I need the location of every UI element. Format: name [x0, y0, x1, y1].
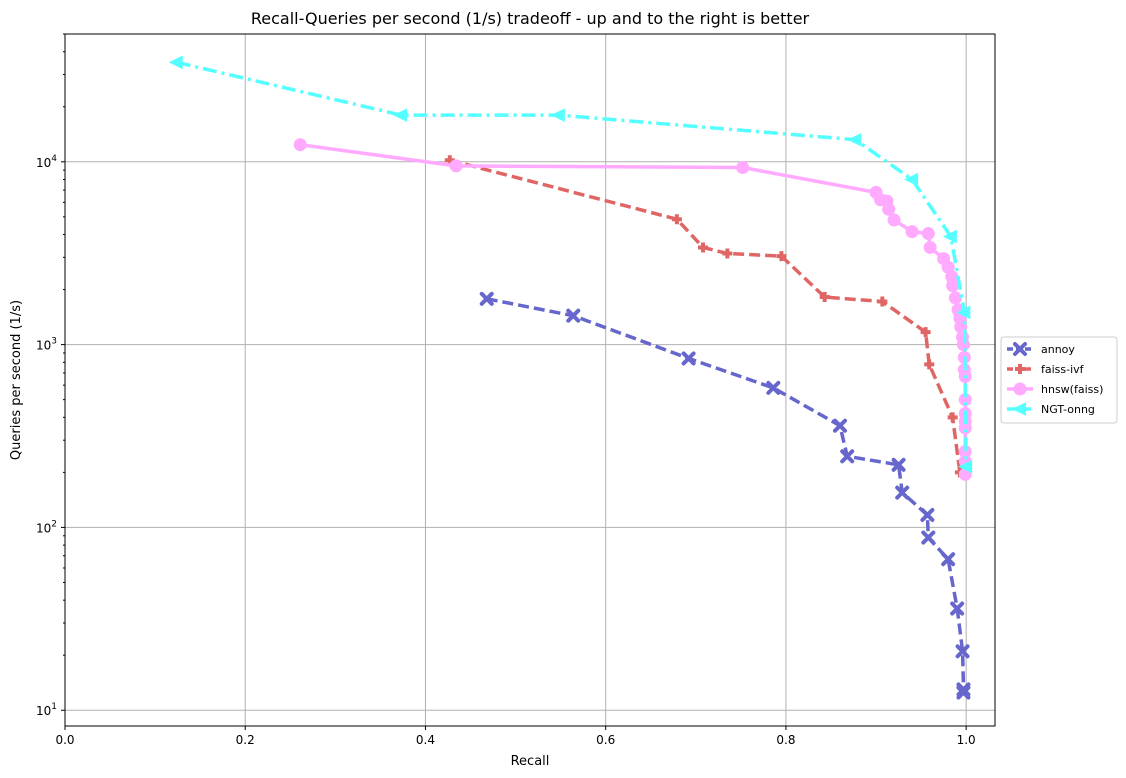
data-point: [882, 202, 896, 216]
legend-marker: [1012, 402, 1026, 416]
data-point: [887, 213, 901, 227]
series-line: [176, 60, 968, 467]
data-point: [920, 507, 935, 522]
data-point: [942, 229, 957, 244]
legend-marker: [1013, 382, 1027, 396]
y-tick-label: 103: [36, 337, 57, 353]
data-point: [766, 380, 781, 395]
data-point: [566, 308, 581, 323]
legend-marker: [1015, 364, 1025, 374]
legend-item: faiss-ivf: [1007, 363, 1085, 376]
legend-label: hnsw(faiss): [1041, 383, 1103, 396]
legend: annoy faiss-ivf hnsw(faiss) NGT-onng: [1000, 336, 1118, 424]
data-point: [681, 351, 696, 366]
data-point: [819, 292, 830, 303]
series-NGT-onng: [168, 55, 973, 474]
y-axis-label: Queries per second (1/s): [9, 300, 24, 460]
legend-label: NGT-onng: [1041, 403, 1095, 416]
data-point: [449, 159, 463, 173]
data-point: [479, 291, 494, 306]
chart-title: Recall-Queries per second (1/s) tradeoff…: [251, 9, 810, 28]
data-point: [722, 248, 733, 259]
data-point: [698, 242, 709, 253]
legend-label: faiss-ivf: [1041, 363, 1085, 376]
data-point: [847, 132, 862, 147]
data-point: [950, 601, 965, 616]
data-point: [905, 225, 919, 239]
data-point: [671, 214, 682, 225]
data-point: [948, 291, 962, 305]
series-line: [449, 158, 962, 473]
data-point: [958, 421, 972, 435]
data-point: [956, 305, 971, 320]
data-point: [923, 240, 937, 254]
legend-item: NGT-onng: [1007, 402, 1095, 416]
data-point: [956, 685, 971, 700]
data-point: [920, 327, 931, 338]
data-point: [955, 644, 970, 659]
legend-marker: [1013, 342, 1027, 356]
data-point: [840, 449, 855, 464]
x-tick-label: 0.6: [596, 733, 615, 747]
legend-label: annoy: [1041, 343, 1075, 356]
data-point: [924, 359, 935, 370]
x-tick-label: 0.0: [55, 733, 74, 747]
data-point: [293, 138, 307, 152]
data-point: [833, 418, 847, 433]
legend-item: annoy: [1007, 342, 1075, 356]
data-point: [946, 279, 960, 293]
data-point: [550, 108, 565, 122]
data-point: [956, 338, 970, 352]
data-point: [921, 227, 935, 241]
data-point: [958, 459, 973, 474]
y-tick-label: 104: [36, 154, 57, 170]
data-point: [941, 552, 956, 567]
data-point: [947, 412, 958, 423]
x-axis-label: Recall: [511, 754, 550, 769]
legend-item: hnsw(faiss): [1007, 382, 1103, 396]
data-point: [891, 457, 906, 472]
data-point: [958, 445, 972, 459]
y-tick-label: 101: [36, 702, 57, 718]
data-point: [921, 530, 936, 545]
data-point: [877, 296, 888, 307]
data-point: [776, 251, 787, 262]
data-point: [168, 55, 183, 70]
data-point: [904, 172, 919, 187]
data-point: [736, 161, 750, 175]
plot-frame: [64, 33, 996, 727]
data-point: [895, 485, 910, 500]
data-point: [956, 682, 971, 697]
x-tick-label: 0.4: [416, 733, 435, 747]
tick-layer: 0.0 0.2 0.4 0.6 0.8 1.0 101 102 103 104: [36, 33, 976, 747]
x-tick-label: 0.8: [776, 733, 795, 747]
x-tick-label: 0.2: [236, 733, 255, 747]
series-layer: [168, 55, 973, 700]
data-point: [393, 108, 408, 122]
data-point: [958, 393, 972, 407]
legend-box: [1000, 336, 1118, 424]
x-tick-label: 1.0: [957, 733, 976, 747]
series-annoy: [479, 291, 971, 700]
y-tick-label: 102: [36, 519, 57, 535]
